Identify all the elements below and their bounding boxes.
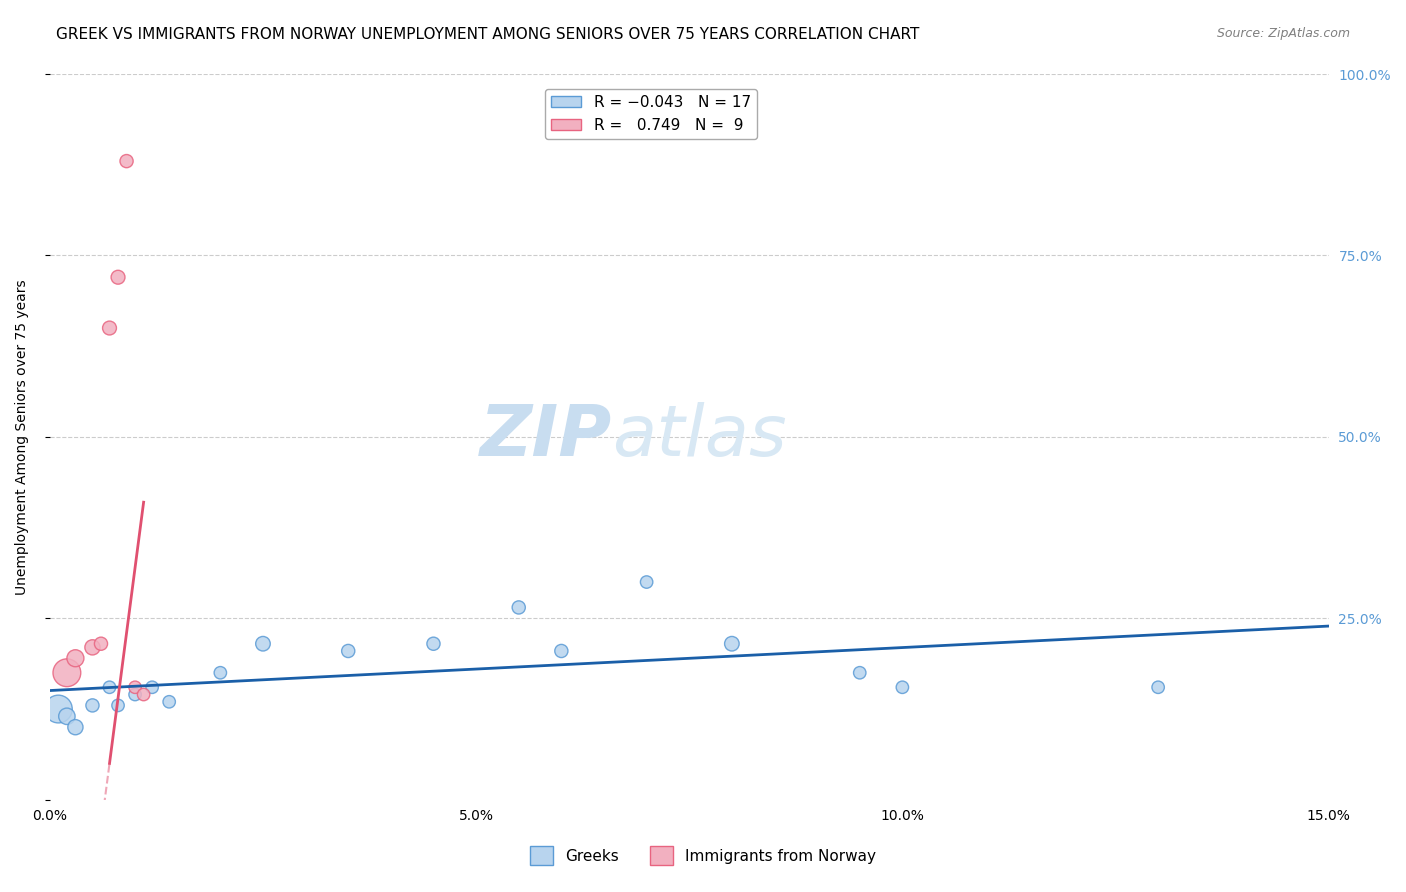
Point	[82, 640, 104, 655]
Point	[422, 637, 444, 651]
Point	[98, 680, 121, 694]
Point	[550, 644, 572, 658]
Y-axis label: Unemployment Among Seniors over 75 years: Unemployment Among Seniors over 75 years	[15, 279, 30, 595]
Point	[90, 637, 112, 651]
Point	[48, 702, 70, 716]
Point	[132, 688, 155, 702]
Text: GREEK VS IMMIGRANTS FROM NORWAY UNEMPLOYMENT AMONG SENIORS OVER 75 YEARS CORRELA: GREEK VS IMMIGRANTS FROM NORWAY UNEMPLOY…	[56, 27, 920, 42]
Point	[157, 695, 180, 709]
Point	[115, 154, 138, 169]
Point	[82, 698, 104, 713]
Point	[1147, 680, 1170, 694]
Point	[98, 321, 121, 335]
Point	[721, 637, 744, 651]
Point	[848, 665, 870, 680]
Point	[65, 720, 87, 734]
Point	[56, 665, 79, 680]
Point	[124, 680, 146, 694]
Point	[107, 698, 129, 713]
Point	[56, 709, 79, 723]
Point	[508, 600, 530, 615]
Point	[124, 688, 146, 702]
Point	[107, 270, 129, 285]
Point	[141, 680, 163, 694]
Text: atlas: atlas	[613, 402, 787, 471]
Point	[891, 680, 914, 694]
Text: Source: ZipAtlas.com: Source: ZipAtlas.com	[1216, 27, 1350, 40]
Legend: R = −0.043   N = 17, R =   0.749   N =  9: R = −0.043 N = 17, R = 0.749 N = 9	[544, 89, 756, 139]
Point	[636, 575, 658, 590]
Point	[337, 644, 360, 658]
Text: ZIP: ZIP	[481, 402, 613, 471]
Point	[252, 637, 274, 651]
Legend: Greeks, Immigrants from Norway: Greeks, Immigrants from Norway	[524, 840, 882, 871]
Point	[209, 665, 232, 680]
Point	[65, 651, 87, 665]
